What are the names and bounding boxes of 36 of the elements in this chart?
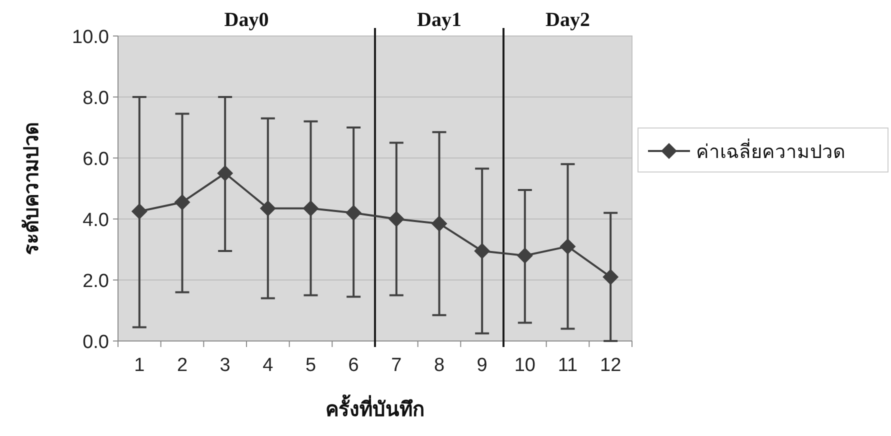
point xyxy=(431,216,448,232)
y-tick-label: 8.0 xyxy=(82,88,109,109)
x-tick-label: 2 xyxy=(176,355,188,376)
point xyxy=(217,165,234,182)
y-tick-label: 0.0 xyxy=(82,332,109,353)
text: Day1 xyxy=(417,9,462,31)
x-tick-label: 1 xyxy=(134,355,145,376)
y-tick-label: 2.0 xyxy=(82,271,109,292)
text: Day0 xyxy=(224,9,269,31)
point xyxy=(602,268,619,285)
point xyxy=(474,243,490,260)
point xyxy=(174,194,190,210)
y-tick-label: 6.0 xyxy=(82,149,109,170)
x-tick-label: 5 xyxy=(305,355,316,376)
x-axis-title: ครั้งที่บันทึก xyxy=(326,394,424,421)
x-tick-label: 12 xyxy=(600,355,622,376)
y-tick-label: 4.0 xyxy=(82,210,109,231)
point xyxy=(388,211,404,227)
x-tick-label: 6 xyxy=(348,355,359,376)
point xyxy=(131,203,148,220)
x-tick-label: 10 xyxy=(514,355,536,376)
x-tick-label: 8 xyxy=(434,355,445,376)
x-tick-label: 3 xyxy=(220,355,230,376)
x-tick-label: 11 xyxy=(558,355,578,376)
point xyxy=(302,200,319,216)
x-tick-label: 9 xyxy=(476,355,488,376)
point xyxy=(560,238,576,254)
point xyxy=(346,204,362,221)
y-tick-label: 10.0 xyxy=(72,27,109,48)
x-tick-label: 4 xyxy=(262,355,274,376)
legend-label: ค่าเฉลี่ยความปวด xyxy=(696,138,845,163)
x-tick-label: 7 xyxy=(391,355,402,376)
point xyxy=(260,200,276,216)
point xyxy=(516,248,533,264)
y-axis-title: ระดับความปวด xyxy=(21,122,43,255)
text: Day2 xyxy=(546,9,590,31)
